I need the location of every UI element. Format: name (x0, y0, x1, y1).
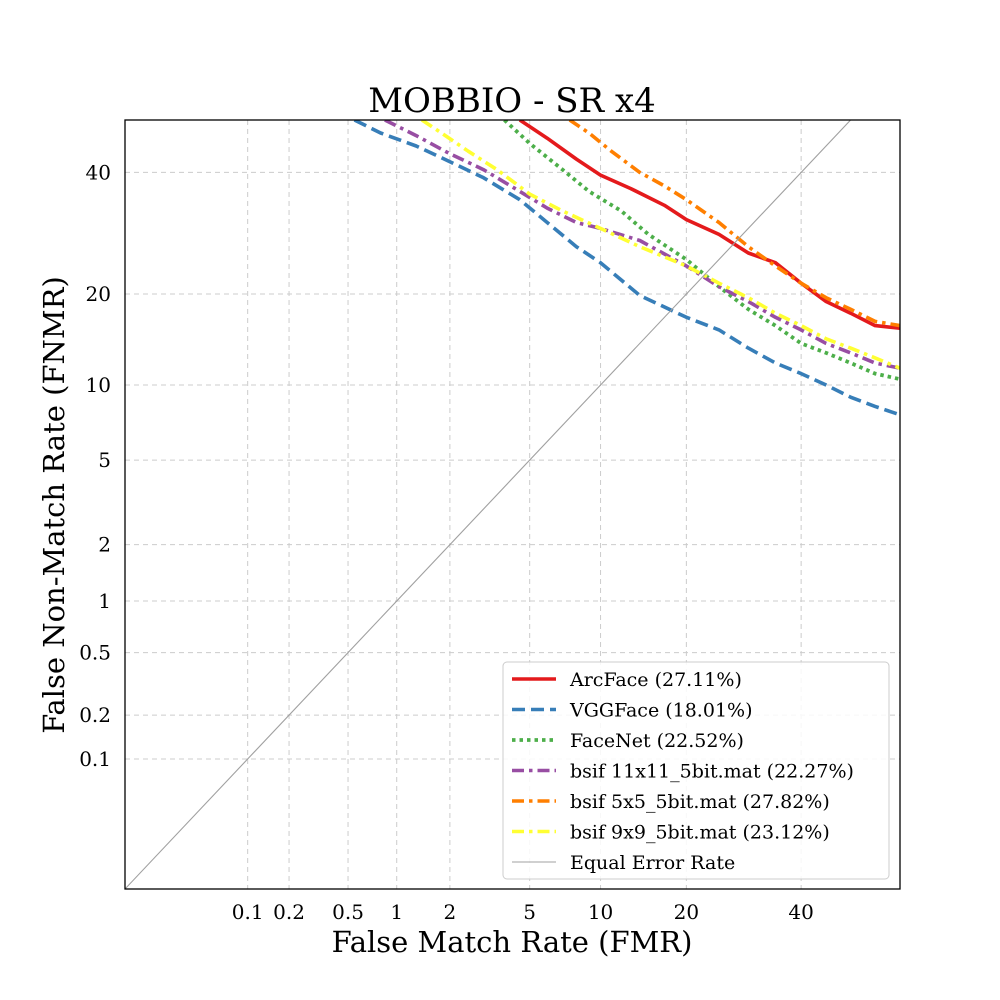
legend-label: bsif 11x11_5bit.mat (22.27%) (570, 761, 854, 783)
y-tick-label: 5 (98, 448, 111, 472)
series-line (420, 120, 900, 370)
x-tick-label: 0.1 (232, 900, 264, 924)
legend: ArcFace (27.11%) VGGFace (18.01%) FaceNet … (502, 661, 890, 880)
y-axis-label: False Non-Match Rate (FNMR) (37, 276, 71, 734)
y-tick-label: 40 (86, 160, 111, 184)
chart-title: MOBBIO - SR x4 (368, 81, 656, 121)
y-tick-label: 0.2 (79, 703, 111, 727)
legend-label: FaceNet (22.52%) (570, 730, 744, 752)
series-line (518, 120, 900, 330)
x-tick-label: 0.2 (273, 900, 305, 924)
series-line (125, 120, 852, 889)
x-tick-label: 5 (523, 900, 536, 924)
legend-label: bsif 5x5_5bit.mat (27.82%) (570, 791, 830, 813)
legend-items: ArcFace (27.11%) VGGFace (18.01%) FaceNet … (512, 669, 854, 874)
series-line (353, 120, 900, 417)
series-line (568, 120, 900, 328)
y-tick-label: 0.1 (79, 747, 111, 771)
legend-label: ArcFace (27.11%) (569, 669, 742, 691)
series-lines (125, 120, 900, 889)
series-line (384, 120, 900, 370)
legend-label: Equal Error Rate (570, 852, 735, 874)
legend-box (502, 661, 890, 880)
x-tick-label: 0.5 (332, 900, 364, 924)
legend-label: bsif 9x9_5bit.mat (23.12%) (570, 822, 830, 844)
y-tick-label: 2 (98, 533, 111, 557)
x-tick-label: 10 (588, 900, 613, 924)
legend-label: VGGFace (18.01%) (569, 700, 753, 722)
x-axis-label: False Match Rate (FMR) (332, 925, 693, 959)
y-tick-label: 10 (86, 373, 111, 397)
plot-frame (124, 119, 901, 890)
y-tick-label: 1 (98, 589, 111, 613)
x-tick-label: 2 (444, 900, 457, 924)
y-tick-label: 0.5 (79, 641, 111, 665)
x-tick-label: 40 (788, 900, 813, 924)
tick-labels: 0.1 0.2 0.5 1 2 5 10 20 40 0.1 0.2 0.5 1 2 5 10 20 40 (79, 160, 814, 924)
x-tick-label: 20 (674, 900, 699, 924)
x-tick-label: 1 (390, 900, 403, 924)
y-tick-label: 20 (86, 282, 111, 306)
